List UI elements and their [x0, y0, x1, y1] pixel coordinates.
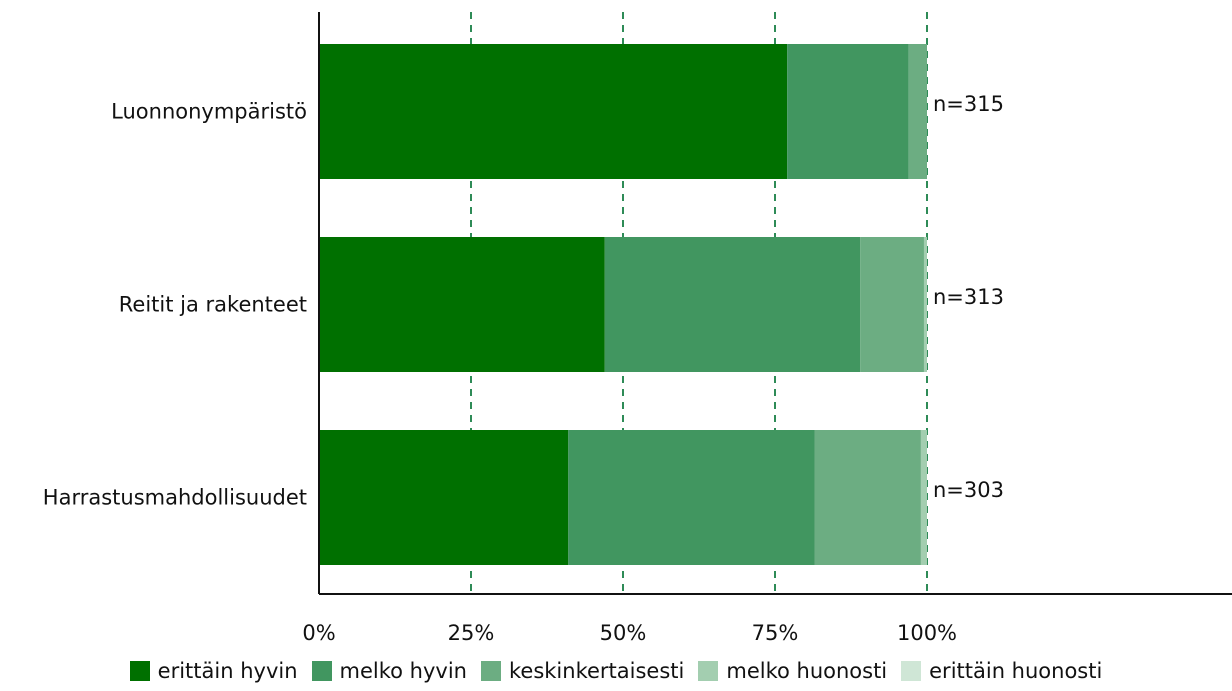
legend-swatch — [698, 661, 719, 681]
legend-label: melko hyvin — [339, 659, 467, 683]
bar-segment — [923, 237, 927, 372]
legend-swatch — [129, 661, 150, 681]
legend-item: melko huonosti — [698, 659, 887, 683]
legend-item: keskinkertaisesti — [481, 659, 684, 683]
legend-item: erittäin huonosti — [901, 659, 1102, 683]
bar-segment — [860, 237, 924, 372]
legend-label: erittäin huonosti — [929, 659, 1103, 683]
bar-segment — [908, 44, 927, 179]
x-tick-label: 100% — [897, 621, 957, 645]
x-tick-label: 50% — [600, 621, 647, 645]
sample-size-label: n=303 — [933, 478, 1004, 502]
legend: erittäin hyvin melko hyvin keskinkertaises… — [0, 656, 1232, 686]
bar-segment — [787, 44, 909, 179]
legend-swatch — [481, 661, 501, 681]
bar-segment — [814, 430, 921, 565]
legend-item: melko hyvin — [311, 659, 467, 683]
sample-size-label: n=315 — [933, 92, 1004, 116]
x-tick-label: 25% — [448, 621, 495, 645]
legend-label: keskinkertaisesti — [509, 659, 685, 683]
legend-swatch — [311, 661, 332, 681]
category-label: Luonnonympäristö — [111, 100, 307, 124]
bar-segment — [568, 430, 815, 565]
bar-segment — [604, 237, 861, 372]
bar-segment — [920, 430, 927, 565]
bar-segment — [319, 237, 605, 372]
category-label: Harrastusmahdollisuudet — [43, 486, 307, 510]
legend-label: melko huonosti — [726, 659, 888, 683]
category-label: Reitit ja rakenteet — [119, 293, 307, 317]
sample-size-label: n=313 — [933, 285, 1004, 309]
bar-segment — [319, 44, 788, 179]
legend-label: erittäin hyvin — [157, 659, 298, 683]
x-tick-label: 75% — [752, 621, 799, 645]
legend-swatch — [901, 661, 922, 681]
bar-segment — [319, 430, 569, 565]
legend-item: erittäin hyvin — [129, 659, 298, 683]
x-tick-label: 0% — [302, 621, 335, 645]
